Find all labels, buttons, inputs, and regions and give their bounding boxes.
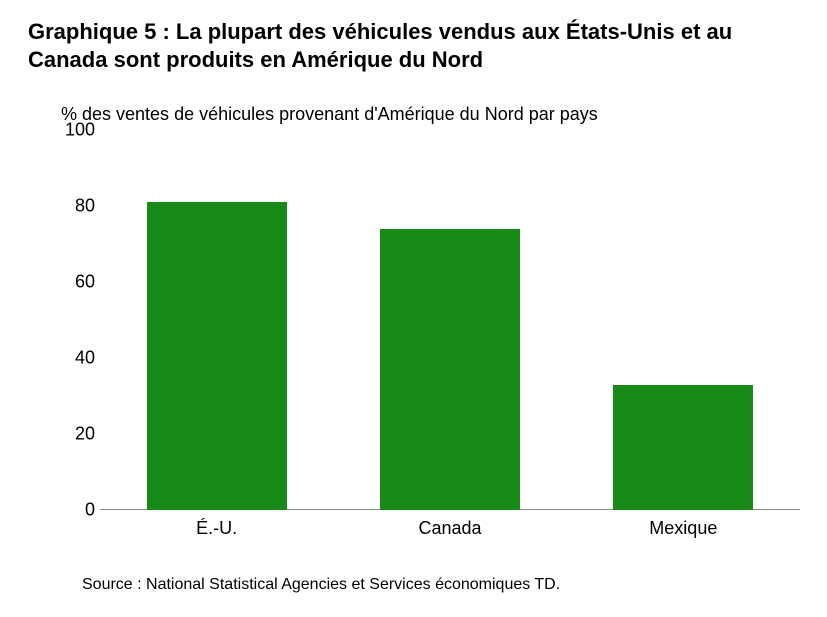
y-tick-label: 60 <box>55 272 95 293</box>
x-tick-label: Canada <box>418 518 481 539</box>
y-tick-label: 0 <box>55 500 95 521</box>
chart-area: 020406080100É.-U.CanadaMexique <box>60 130 800 530</box>
y-tick-label: 80 <box>55 196 95 217</box>
plot-area: 020406080100É.-U.CanadaMexique <box>100 130 800 510</box>
chart-title: Graphique 5 : La plupart des véhicules v… <box>28 18 798 73</box>
bar <box>613 385 753 510</box>
x-tick-label: Mexique <box>649 518 717 539</box>
y-tick-label: 20 <box>55 424 95 445</box>
bar <box>380 229 520 510</box>
chart-subtitle: % des ventes de véhicules provenant d'Am… <box>61 104 598 125</box>
y-tick-label: 40 <box>55 348 95 369</box>
x-tick-label: É.-U. <box>196 518 237 539</box>
y-tick-label: 100 <box>55 120 95 141</box>
chart-source: Source : National Statistical Agencies e… <box>82 576 560 594</box>
bar <box>147 202 287 510</box>
